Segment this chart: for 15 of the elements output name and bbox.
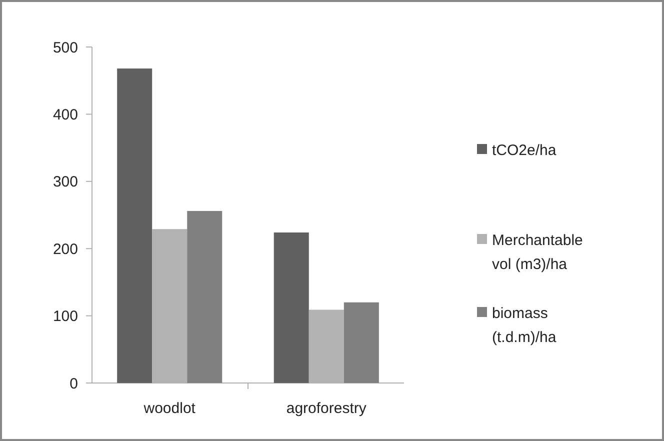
y-tick-label: 0: [70, 375, 78, 392]
x-tick-label: agroforestry: [286, 400, 367, 417]
legend-label: Merchantable vol (m3)/ha: [492, 232, 583, 273]
y-tick-label: 400: [52, 106, 78, 124]
y-tick-label: 300: [52, 174, 78, 191]
legend-label: tCO2e/ha: [492, 142, 557, 159]
legend-label: biomass (t.d.m)/ha: [492, 305, 557, 346]
y-tick-label: 200: [52, 240, 78, 258]
bar: [274, 232, 309, 383]
y-tick-label: 500: [52, 39, 78, 56]
bar: [117, 68, 152, 383]
x-tick-label: woodlot: [142, 400, 196, 417]
bar: [344, 302, 379, 383]
y-tick-label: 100: [52, 308, 78, 326]
bar: [187, 210, 222, 383]
